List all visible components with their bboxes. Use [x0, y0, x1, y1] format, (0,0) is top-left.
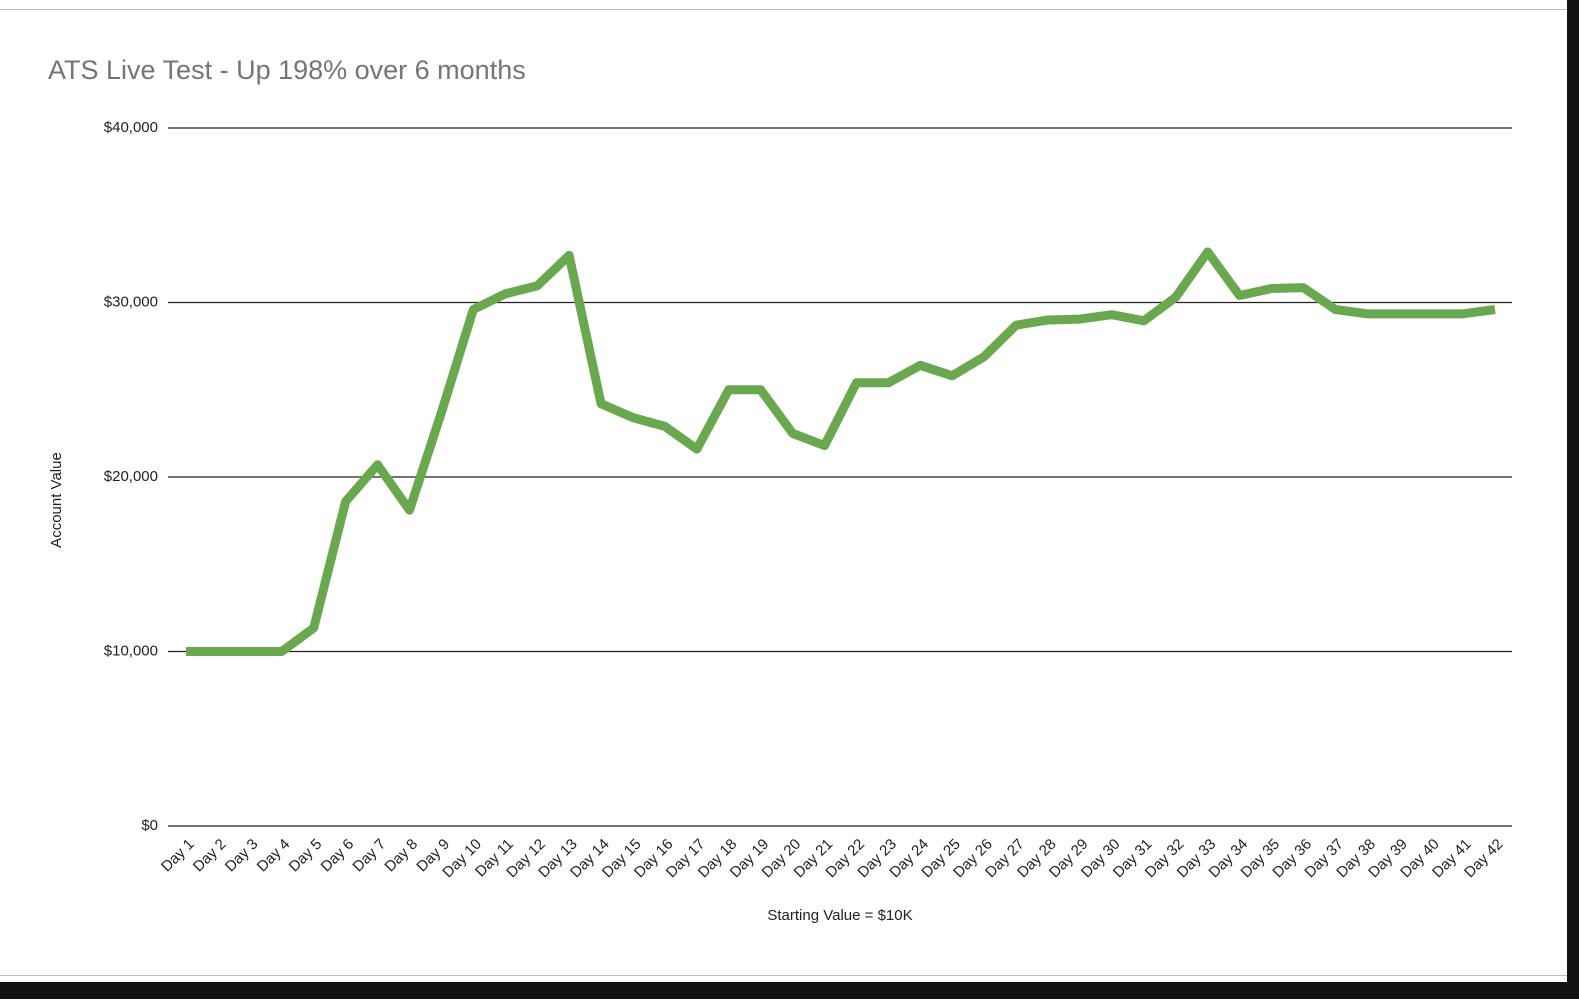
y-tick-label: $30,000	[104, 293, 158, 310]
chart-title: ATS Live Test - Up 198% over 6 months	[48, 55, 526, 85]
y-tick-label: $20,000	[104, 468, 158, 485]
y-axis-title: Account Value	[48, 452, 65, 548]
y-tick-label: $0	[141, 817, 158, 834]
data-line	[186, 247, 1496, 656]
y-tick-label: $40,000	[104, 119, 158, 136]
y-tick-label: $10,000	[104, 642, 158, 659]
x-axis-title: Starting Value = $10K	[767, 907, 912, 924]
frame-right	[1567, 0, 1579, 999]
frame-bottom	[0, 982, 1579, 999]
